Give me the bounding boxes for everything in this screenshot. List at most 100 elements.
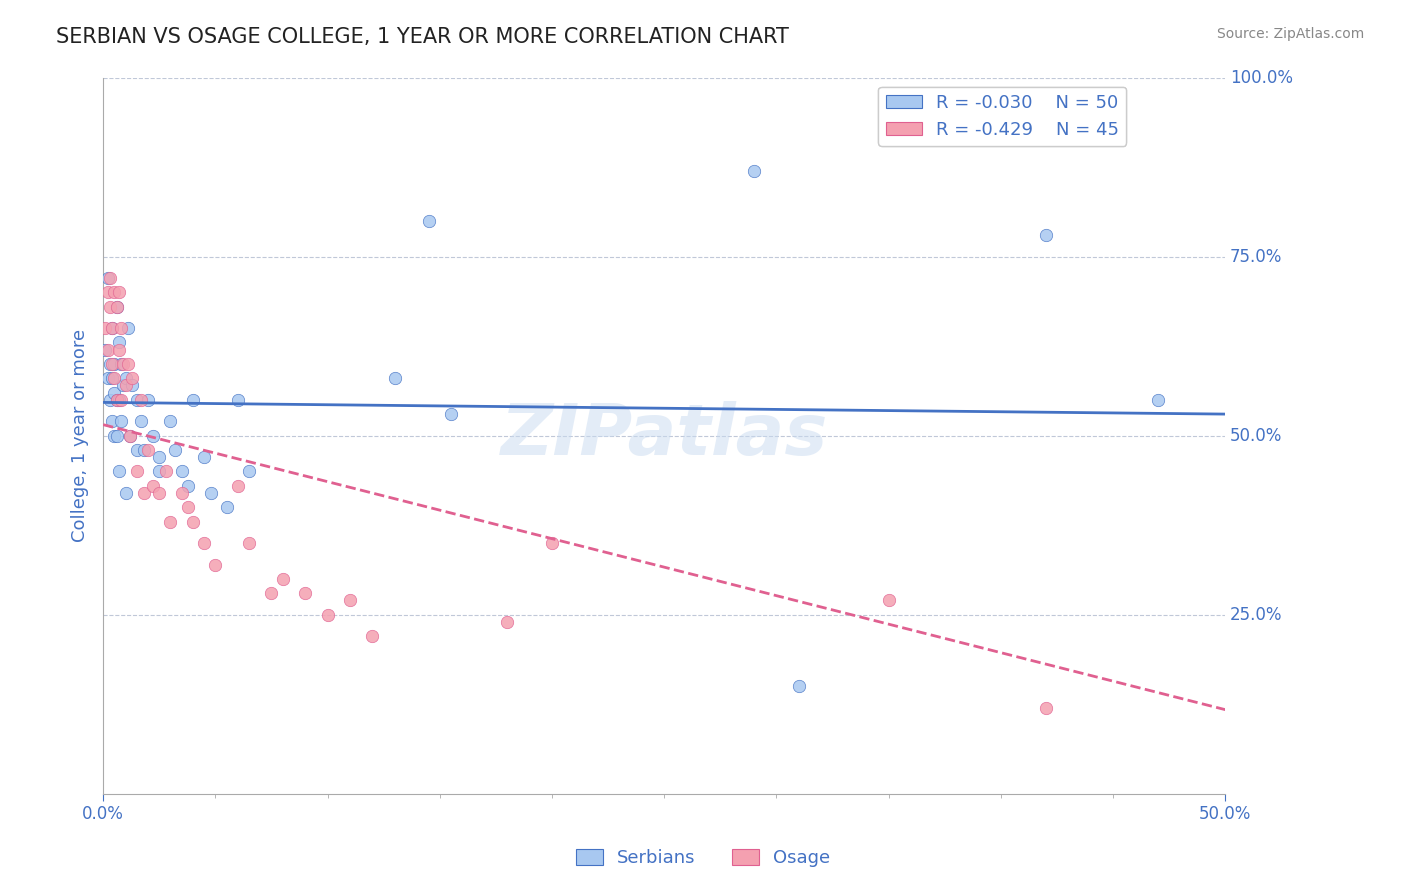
- Point: [238, 536, 260, 550]
- Point: [101, 371, 124, 385]
- Point: [103, 285, 125, 300]
- Point: [103, 371, 125, 385]
- Point: [141, 479, 163, 493]
- Point: [877, 593, 900, 607]
- Point: [101, 321, 124, 335]
- Point: [384, 371, 406, 385]
- Point: [110, 357, 132, 371]
- Point: [105, 300, 128, 314]
- Point: [108, 464, 131, 478]
- Point: [177, 500, 200, 515]
- Point: [260, 586, 283, 600]
- Point: [110, 321, 132, 335]
- Point: [117, 357, 139, 371]
- Point: [339, 593, 361, 607]
- Point: [163, 442, 186, 457]
- Point: [105, 392, 128, 407]
- Point: [361, 629, 384, 643]
- Point: [112, 357, 135, 371]
- Point: [226, 479, 249, 493]
- Point: [200, 486, 222, 500]
- Point: [148, 486, 170, 500]
- Point: [238, 464, 260, 478]
- Point: [114, 371, 136, 385]
- Point: [294, 586, 316, 600]
- Point: [177, 479, 200, 493]
- Point: [117, 321, 139, 335]
- Point: [193, 536, 215, 550]
- Point: [271, 572, 294, 586]
- Point: [103, 357, 125, 371]
- Point: [125, 442, 148, 457]
- Point: [112, 378, 135, 392]
- Point: [114, 378, 136, 392]
- Point: [1035, 228, 1057, 243]
- Point: [148, 450, 170, 464]
- Point: [108, 392, 131, 407]
- Point: [316, 607, 339, 622]
- Point: [418, 213, 440, 227]
- Point: [94, 321, 117, 335]
- Point: [215, 500, 238, 515]
- Point: [120, 428, 142, 442]
- Point: [742, 163, 765, 178]
- Point: [125, 392, 148, 407]
- Point: [1147, 392, 1170, 407]
- Point: [129, 392, 152, 407]
- Point: [94, 343, 117, 357]
- Point: [98, 392, 121, 407]
- Point: [440, 407, 463, 421]
- Point: [136, 442, 159, 457]
- Point: [159, 414, 181, 428]
- Point: [136, 392, 159, 407]
- Point: [103, 385, 125, 400]
- Point: [101, 321, 124, 335]
- Point: [97, 271, 120, 285]
- Point: [129, 414, 152, 428]
- Text: 50.0%: 50.0%: [1230, 426, 1282, 444]
- Point: [141, 428, 163, 442]
- Y-axis label: College, 1 year or more: College, 1 year or more: [72, 329, 89, 542]
- Point: [787, 679, 810, 693]
- Point: [108, 335, 131, 350]
- Text: 25.0%: 25.0%: [1230, 606, 1282, 624]
- Point: [155, 464, 177, 478]
- Point: [121, 378, 143, 392]
- Legend: R = -0.030    N = 50, R = -0.429    N = 45: R = -0.030 N = 50, R = -0.429 N = 45: [879, 87, 1126, 146]
- Point: [97, 285, 120, 300]
- Point: [108, 285, 131, 300]
- Point: [108, 343, 131, 357]
- Point: [97, 343, 120, 357]
- Point: [97, 371, 120, 385]
- Point: [110, 414, 132, 428]
- Point: [148, 464, 170, 478]
- Point: [105, 300, 128, 314]
- Point: [170, 486, 193, 500]
- Point: [181, 515, 204, 529]
- Text: SERBIAN VS OSAGE COLLEGE, 1 YEAR OR MORE CORRELATION CHART: SERBIAN VS OSAGE COLLEGE, 1 YEAR OR MORE…: [56, 27, 789, 46]
- Point: [98, 357, 121, 371]
- Point: [110, 392, 132, 407]
- Point: [120, 428, 142, 442]
- Point: [105, 428, 128, 442]
- Point: [101, 414, 124, 428]
- Point: [105, 392, 128, 407]
- Point: [541, 536, 564, 550]
- Text: ZIPatlas: ZIPatlas: [501, 401, 828, 470]
- Point: [1035, 700, 1057, 714]
- Point: [496, 615, 519, 629]
- Text: 100.0%: 100.0%: [1230, 69, 1292, 87]
- Point: [121, 371, 143, 385]
- Point: [98, 271, 121, 285]
- Point: [170, 464, 193, 478]
- Point: [159, 515, 181, 529]
- Point: [114, 486, 136, 500]
- Point: [226, 392, 249, 407]
- Point: [132, 486, 155, 500]
- Point: [132, 442, 155, 457]
- Point: [98, 300, 121, 314]
- Point: [204, 558, 226, 572]
- Point: [103, 428, 125, 442]
- Point: [101, 357, 124, 371]
- Legend: Serbians, Osage: Serbians, Osage: [568, 841, 838, 874]
